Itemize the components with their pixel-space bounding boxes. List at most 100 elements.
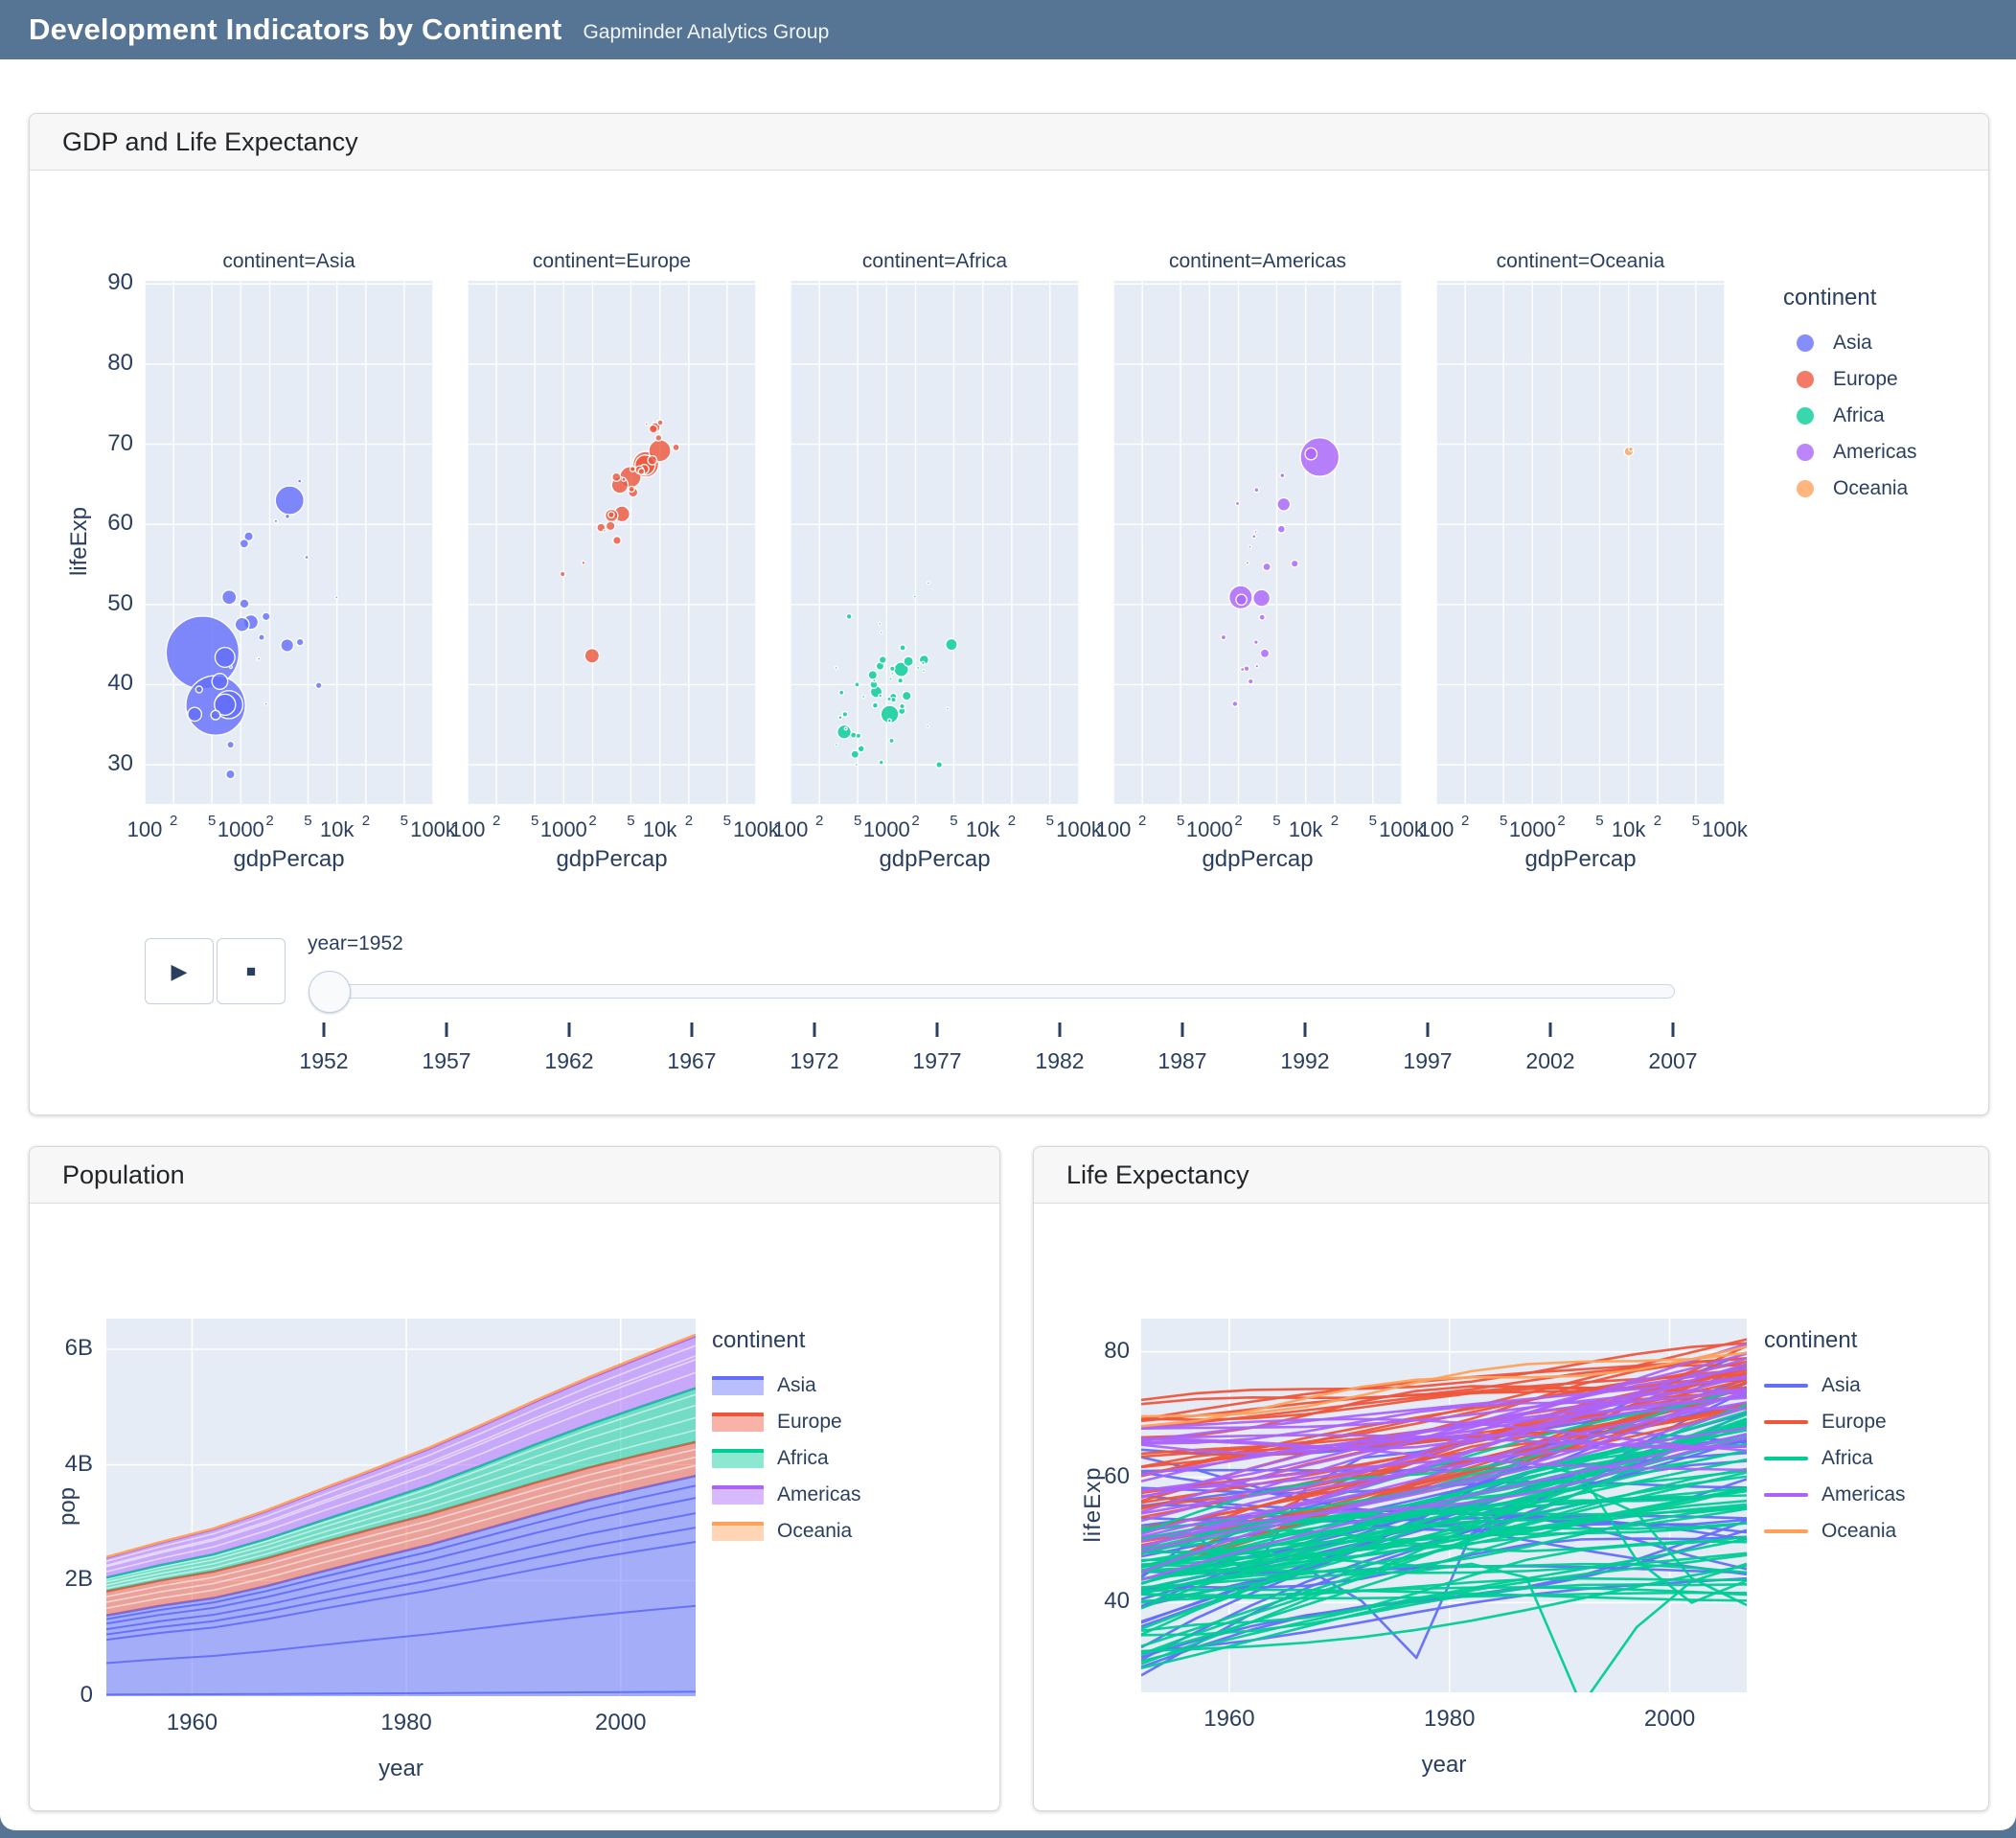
facet-plot-americas [1113, 281, 1402, 804]
facet-panel-oceania [1436, 281, 1725, 804]
europe-line-swatch-icon [1764, 1420, 1808, 1424]
y-axis-title: lifeExp [66, 506, 92, 577]
facet-panel-americas [1113, 281, 1402, 804]
year-slider-track[interactable] [320, 984, 1675, 999]
card-header: Population [30, 1147, 999, 1204]
population-figure: 0 2B 4B 6B 1960 1980 2000 pop year continent Asia E… [30, 1203, 999, 1810]
card-population: Population 0 2B 4B 6B 1960 1980 2000 pop year con… [29, 1146, 1000, 1811]
legend-item-label: Oceania [1821, 1520, 1897, 1542]
legend-item-label: Africa [1821, 1447, 1873, 1469]
y-tick-label: 80 [1104, 1337, 1130, 1364]
x-tick-minor-label: 2 [1653, 813, 1662, 829]
facet-plot-africa [790, 281, 1079, 804]
slider-tick-label: 1992 [1280, 1048, 1330, 1073]
x-tick-minor-label: 2 [588, 813, 597, 829]
slider-tick [1671, 1022, 1675, 1037]
legend-item-africa[interactable]: Africa [1783, 398, 1917, 434]
play-button[interactable]: ▶ [145, 938, 214, 1004]
legend-item-africa[interactable]: Africa [1764, 1440, 1906, 1477]
x-tick-label: 100 [449, 817, 486, 841]
legend-item-label: Americas [1833, 441, 1917, 463]
slider-tick [322, 1022, 326, 1037]
legend-item-americas[interactable]: Americas [1764, 1477, 1906, 1513]
x-tick-label: 100 [1095, 817, 1132, 841]
legend-item-asia[interactable]: Asia [1783, 325, 1917, 361]
facet-panel-europe [468, 281, 756, 804]
population-plot [106, 1319, 696, 1696]
x-tick-row: 100 2 5 1000 2 5 10k 2 5 100k [127, 810, 456, 844]
legend-item-europe[interactable]: Europe [1764, 1404, 1906, 1440]
card-header: Life Expectancy [1034, 1147, 1988, 1204]
europe-area-swatch-icon [712, 1413, 764, 1432]
legend-item-africa[interactable]: Africa [712, 1440, 861, 1477]
asia-dot-icon [1797, 334, 1814, 352]
y-tick-label: 60 [1104, 1462, 1130, 1489]
lifeexp-legend: continent Asia Europe Africa Americas Oceania [1764, 1327, 1906, 1550]
x-tick-label: 1000 [217, 817, 264, 841]
legend-item-asia[interactable]: Asia [712, 1367, 861, 1404]
content-area: GDP and Life Expectancy 30 40 50 60 70 80 90 li… [0, 59, 2016, 1830]
y-tick-label: 0 [80, 1682, 93, 1708]
slider-tick-label: 1982 [1035, 1048, 1085, 1073]
slider-tick-label: 1977 [912, 1048, 962, 1073]
x-tick-label: 1980 [1424, 1706, 1476, 1732]
legend-item-europe[interactable]: Europe [1783, 361, 1917, 398]
oceania-area-swatch-icon [712, 1522, 764, 1541]
slider-tick-label: 1972 [790, 1048, 839, 1073]
facet-title-africa: continent=Africa [861, 250, 1008, 272]
x-axis-title: gdpPercap [233, 846, 345, 872]
americas-area-swatch-icon [712, 1485, 764, 1505]
legend-item-asia[interactable]: Asia [1764, 1367, 1906, 1404]
legend-item-americas[interactable]: Americas [712, 1477, 861, 1513]
x-tick-label: 1000 [1508, 817, 1556, 841]
slider-tick-label: 1967 [667, 1048, 717, 1073]
x-tick-label: 100 [1418, 817, 1455, 841]
legend-item-oceania[interactable]: Oceania [1783, 471, 1917, 507]
legend-item-oceania[interactable]: Oceania [712, 1513, 861, 1550]
x-axis-title: gdpPercap [1202, 846, 1314, 872]
x-tick-label: 1960 [166, 1710, 218, 1735]
legend-item-label: Asia [1833, 332, 1872, 354]
africa-area-swatch-icon [712, 1449, 764, 1468]
card-gdp-life-expectancy: GDP and Life Expectancy 30 40 50 60 70 80 90 li… [29, 113, 1989, 1115]
legend-item-oceania[interactable]: Oceania [1764, 1513, 1906, 1550]
slider-tick [935, 1022, 939, 1037]
slider-tick [567, 1022, 571, 1037]
x-tick-minor-label: 5 [207, 813, 217, 829]
legend-title: continent [1783, 285, 1877, 310]
x-tick-minor-label: 2 [911, 813, 920, 829]
card-title: Population [62, 1160, 185, 1189]
legend-item-label: Africa [1833, 404, 1885, 426]
x-tick-label: 10k [965, 817, 1000, 841]
legend-item-label: Asia [777, 1374, 816, 1396]
x-tick-label: 2000 [1643, 1706, 1696, 1732]
slider-tick-label: 1997 [1403, 1048, 1453, 1073]
app-subtitle: Gapminder Analytics Group [583, 21, 830, 43]
year-slider-handle[interactable] [309, 971, 351, 1013]
slider-tick [1426, 1022, 1430, 1037]
y-tick-label: 30 [107, 750, 133, 777]
x-tick-row: 100 2 5 1000 2 5 10k 2 5 100k [773, 810, 1102, 844]
lifeexp-plot-panel [1141, 1319, 1747, 1692]
x-tick-row: 100 2 5 1000 2 5 10k 2 5 100k [1096, 810, 1425, 844]
y-tick-label: 50 [107, 589, 133, 616]
x-tick-minor-label: 5 [1176, 813, 1185, 829]
slider-tick [813, 1022, 816, 1037]
slider-tick-label: 2002 [1525, 1048, 1575, 1073]
y-axis-title: lifeExp [1080, 1466, 1106, 1543]
y-tick-label: 70 [107, 429, 133, 456]
x-axis-title: year [378, 1756, 424, 1781]
x-tick-minor-label: 5 [950, 813, 958, 829]
x-tick-label: 100k [733, 817, 779, 841]
slider-tick [690, 1022, 694, 1037]
stop-button[interactable]: ■ [217, 938, 286, 1004]
legend-item-americas[interactable]: Americas [1783, 434, 1917, 471]
y-tick-label: 40 [107, 670, 133, 697]
y-tick-label: 4B [64, 1450, 93, 1477]
slider-tick-label: 1952 [299, 1048, 349, 1073]
app-header: Development Indicators by Continent Gapm… [0, 0, 2016, 59]
facet-title-asia: continent=Asia [222, 250, 355, 272]
legend-item-label: Europe [1833, 368, 1898, 390]
legend-item-europe[interactable]: Europe [712, 1404, 861, 1440]
